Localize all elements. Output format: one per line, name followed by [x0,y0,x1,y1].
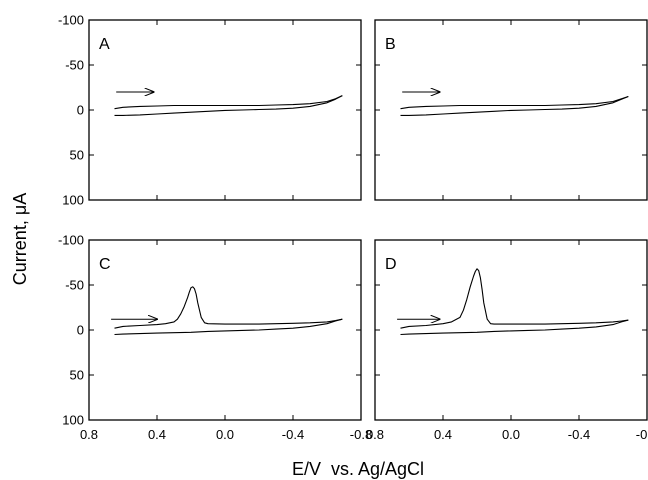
y-tick-label: 0 [77,103,84,118]
x-tick-label: 0.4 [148,427,166,442]
panel-label: B [385,36,396,53]
x-axis-title: E/V vs. Ag/AgCl [292,459,424,479]
y-tick-label: -100 [58,233,84,248]
y-tick-label: 100 [62,193,84,208]
y-tick-label: 100 [62,413,84,428]
y-tick-label: -50 [65,58,84,73]
x-tick-label: 0.8 [80,427,98,442]
y-axis-title: Current, μA [10,193,30,285]
reverse-scan-line [400,319,629,336]
y-tick-label: -100 [58,13,84,28]
panel-d: 0.8 0.4 0.0 -0.4 -0.8 D [366,239,648,442]
panel-label: D [385,256,397,273]
panel-b: B [374,19,648,201]
x-tick-label: -0.8 [636,427,648,442]
x-tick-label: 0.8 [366,427,384,442]
reverse-scan-line [114,95,343,116]
forward-scan-line [114,95,343,110]
panel-label: A [99,36,110,53]
y-tick-label: 50 [70,368,84,383]
panel-label: C [99,256,111,273]
reverse-scan-line [400,95,629,116]
panel-frame [88,239,362,421]
x-tick-label: -0.8 [350,427,372,442]
x-tick-label: 0.4 [434,427,452,442]
panel-a: -100 -50 0 50 100 A [58,13,362,208]
x-tick-label: 0.0 [502,427,520,442]
x-tick-label: -0.4 [568,427,590,442]
forward-scan-line [400,268,629,329]
x-tick-label: -0.4 [282,427,304,442]
x-tick-label: 0.0 [216,427,234,442]
panel-frame [374,239,648,421]
forward-scan-line [400,95,629,110]
y-tick-label: -50 [65,278,84,293]
y-tick-label: 0 [77,323,84,338]
reverse-scan-line [114,318,343,336]
forward-scan-line [114,286,343,329]
y-tick-label: 50 [70,148,84,163]
